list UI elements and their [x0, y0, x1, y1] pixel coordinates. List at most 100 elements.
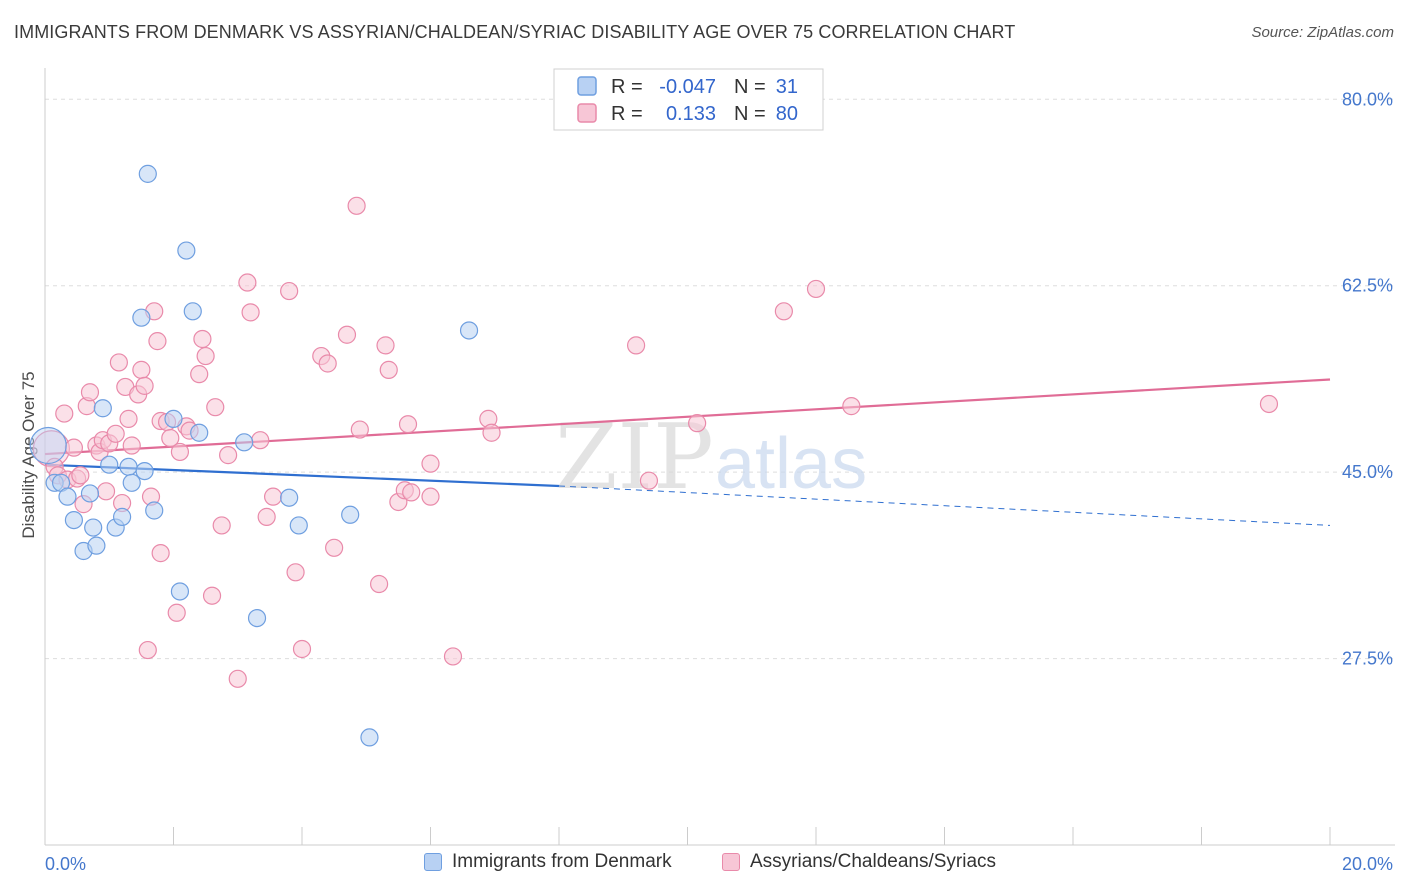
legend-pink-n-value: 80	[776, 103, 798, 125]
legend-blue-r-value: -0.047	[659, 76, 716, 98]
pink-point	[202, 586, 222, 605]
pink-point	[132, 360, 151, 379]
blue-points	[29, 164, 479, 747]
blue-point	[289, 516, 308, 535]
pink-point	[148, 332, 167, 351]
pink-point	[109, 353, 128, 372]
pink-point	[241, 303, 260, 322]
pink-point	[228, 669, 247, 688]
blue-point	[145, 501, 164, 520]
blue-point	[112, 507, 132, 526]
blue-point	[341, 505, 360, 524]
legend-blue-r-label: R =	[611, 76, 643, 98]
blue-trend-extension	[558, 485, 1331, 526]
blue-point	[119, 457, 138, 476]
blue-point	[190, 423, 209, 442]
blue-point	[93, 399, 112, 418]
blue-point	[164, 409, 183, 428]
pink-point	[688, 414, 707, 433]
pink-point	[64, 438, 84, 457]
watermark-atlas: atlas	[715, 424, 867, 504]
legend-blue-swatch	[577, 76, 597, 96]
legend-pink-swatch	[577, 103, 597, 123]
pink-point	[842, 397, 861, 416]
blue-point	[360, 728, 379, 747]
pink-point	[161, 428, 180, 448]
pink-point	[806, 279, 826, 299]
blue-point	[280, 488, 299, 507]
blue-point	[100, 455, 119, 474]
pink-point	[774, 302, 793, 321]
pink-point	[421, 454, 440, 473]
pink-point	[370, 574, 389, 594]
pink-point	[292, 639, 312, 659]
legend-blue-n-label: N =	[734, 76, 766, 98]
pink-point	[190, 365, 209, 384]
pink-point	[167, 603, 186, 622]
pink-point	[347, 196, 366, 215]
pink-point	[96, 482, 116, 501]
pink-point	[55, 404, 74, 423]
blue-point	[183, 302, 202, 321]
blue-point	[29, 426, 67, 465]
legend-top: R = -0.047 N = 31 R = 0.133 N = 80	[553, 68, 824, 131]
pink-point	[122, 436, 141, 455]
pink-point	[206, 398, 225, 417]
pink-point	[337, 325, 357, 344]
x-tick-labels: 0.0% 20.0%	[45, 854, 1393, 874]
pink-point	[238, 273, 257, 292]
pink-point	[119, 409, 138, 428]
pink-point	[318, 354, 337, 373]
pink-point	[325, 538, 344, 557]
pink-point	[280, 281, 299, 301]
blue-point	[247, 608, 267, 628]
blue-point	[170, 582, 190, 601]
blue-point	[459, 321, 479, 340]
legend-item-denmark[interactable]: Immigrants from Denmark	[424, 851, 672, 873]
pink-point	[106, 424, 125, 443]
chart-title: IMMIGRANTS FROM DENMARK VS ASSYRIAN/CHAL…	[14, 22, 1016, 42]
blue-point	[122, 473, 141, 492]
pink-point	[257, 507, 276, 526]
pink-point	[376, 336, 395, 355]
legend-item-assyrian[interactable]: Assyrians/Chaldeans/Syriacs	[722, 851, 996, 873]
x-tick-label-min: 0.0%	[45, 854, 86, 874]
blue-point	[132, 308, 151, 327]
legend-pink-r-label: R =	[611, 103, 643, 125]
blue-point	[80, 484, 100, 503]
pink-point	[251, 431, 270, 450]
grid-lines	[45, 98, 1395, 660]
legend-box	[553, 68, 824, 131]
y-tick-label: 27.5%	[1342, 649, 1393, 669]
pink-point	[80, 383, 100, 402]
pink-point	[212, 516, 231, 535]
blue-point	[235, 433, 254, 452]
pink-point	[138, 640, 157, 660]
pink-point	[402, 483, 421, 502]
pink-point	[219, 446, 238, 465]
pink-point	[639, 471, 659, 490]
legend-denmark-swatch	[424, 853, 442, 871]
blue-point	[58, 487, 77, 506]
source-credit: Source: ZipAtlas.com	[1251, 24, 1394, 41]
pink-point	[263, 487, 283, 506]
pink-point	[71, 466, 90, 485]
pink-point	[350, 420, 369, 439]
y-tick-label: 45.0%	[1342, 462, 1393, 482]
pink-point	[151, 544, 170, 563]
legend-denmark-label: Immigrants from Denmark	[452, 851, 672, 872]
blue-point	[138, 164, 157, 183]
legend-assyrian-label: Assyrians/Chaldeans/Syriacs	[750, 851, 997, 872]
pink-point	[196, 346, 215, 366]
y-axis-label: Disability Age Over 75	[19, 371, 38, 538]
blue-point	[177, 241, 196, 260]
legend-pink-n-label: N =	[734, 103, 766, 125]
pink-point	[286, 563, 305, 582]
pink-point	[1259, 394, 1279, 414]
x-tick-label-max: 20.0%	[1342, 854, 1393, 874]
blue-point	[87, 536, 106, 555]
pink-point	[398, 415, 418, 434]
pink-point	[482, 423, 501, 442]
pink-point	[626, 336, 646, 355]
